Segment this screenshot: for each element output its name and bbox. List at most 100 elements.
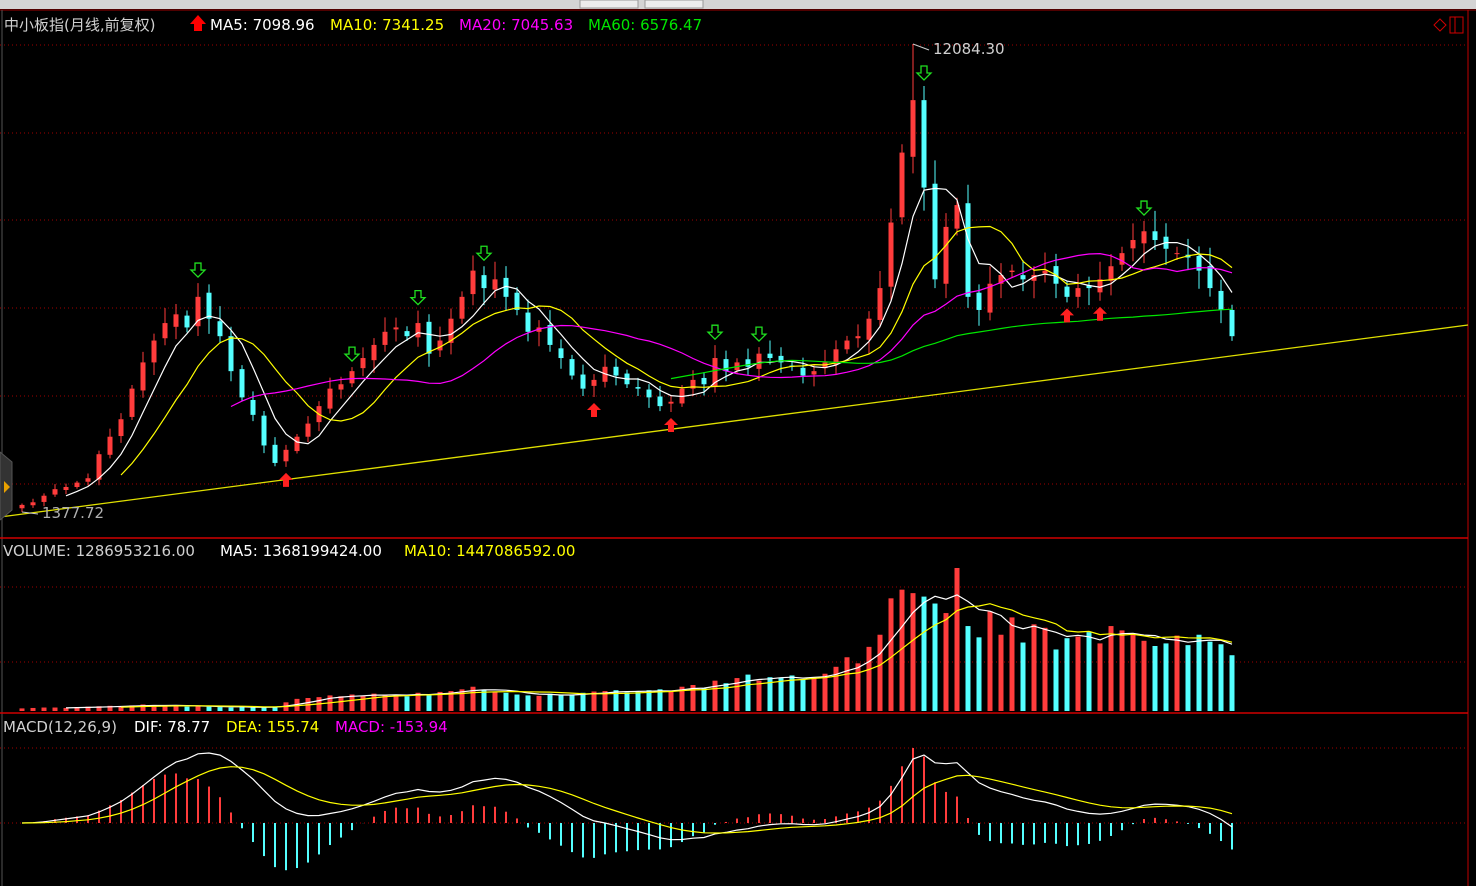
- volume-bar[interactable]: [844, 657, 850, 711]
- candle-up[interactable]: [195, 296, 201, 327]
- candle-up[interactable]: [162, 323, 168, 339]
- volume-bar[interactable]: [349, 694, 355, 711]
- candle-up[interactable]: [954, 205, 960, 229]
- volume-bar[interactable]: [118, 706, 124, 711]
- candle-up[interactable]: [844, 340, 850, 350]
- candle-up[interactable]: [866, 318, 872, 340]
- candle-up[interactable]: [888, 222, 894, 287]
- candle-down[interactable]: [525, 312, 531, 332]
- volume-bar[interactable]: [30, 707, 36, 711]
- candle-down[interactable]: [1196, 255, 1202, 271]
- volume-bar[interactable]: [514, 694, 520, 711]
- candle-down[interactable]: [976, 292, 982, 310]
- volume-bar[interactable]: [910, 593, 916, 711]
- candle-up[interactable]: [668, 401, 674, 404]
- candle-up[interactable]: [910, 100, 916, 157]
- candle-down[interactable]: [580, 374, 586, 389]
- candle-down[interactable]: [701, 377, 707, 385]
- candle-up[interactable]: [877, 288, 883, 320]
- volume-bar[interactable]: [602, 691, 608, 711]
- volume-bar[interactable]: [1152, 646, 1158, 711]
- volume-bar[interactable]: [415, 692, 421, 711]
- volume-bar[interactable]: [1119, 630, 1125, 711]
- candle-down[interactable]: [1086, 285, 1092, 289]
- candle-up[interactable]: [173, 314, 179, 327]
- volume-bar[interactable]: [998, 634, 1004, 711]
- volume-bar[interactable]: [1108, 626, 1114, 711]
- candle-up[interactable]: [118, 419, 124, 437]
- candle-down[interactable]: [646, 389, 652, 398]
- candle-up[interactable]: [107, 436, 113, 455]
- volume-bar[interactable]: [525, 695, 531, 711]
- volume-bar[interactable]: [569, 694, 575, 711]
- volume-bar[interactable]: [85, 706, 91, 711]
- candle-down[interactable]: [206, 292, 212, 319]
- volume-bar[interactable]: [1196, 634, 1202, 711]
- volume-bar[interactable]: [173, 706, 179, 711]
- volume-bar[interactable]: [1174, 635, 1180, 711]
- volume-bar[interactable]: [1097, 643, 1103, 711]
- candle-up[interactable]: [283, 449, 289, 462]
- volume-bar[interactable]: [162, 705, 168, 711]
- candle-up[interactable]: [1141, 231, 1147, 244]
- volume-bar[interactable]: [646, 690, 652, 711]
- candle-up[interactable]: [129, 388, 135, 417]
- volume-bar[interactable]: [448, 691, 454, 711]
- candle-down[interactable]: [558, 348, 564, 359]
- candle-down[interactable]: [1207, 266, 1213, 289]
- volume-bar[interactable]: [558, 695, 564, 711]
- volume-bar[interactable]: [360, 695, 366, 711]
- volume-bar[interactable]: [866, 646, 872, 711]
- volume-bar[interactable]: [1163, 643, 1169, 711]
- volume-bar[interactable]: [679, 686, 685, 711]
- volume-bar[interactable]: [382, 695, 388, 711]
- candle-up[interactable]: [305, 423, 311, 437]
- volume-bar[interactable]: [954, 568, 960, 711]
- candle-down[interactable]: [514, 292, 520, 310]
- volume-bar[interactable]: [987, 611, 993, 711]
- volume-bar[interactable]: [1075, 636, 1081, 711]
- candle-up[interactable]: [943, 226, 949, 284]
- volume-bar[interactable]: [492, 691, 498, 711]
- volume-bar[interactable]: [855, 663, 861, 711]
- volume-bar[interactable]: [195, 705, 201, 711]
- candle-down[interactable]: [1020, 275, 1026, 280]
- candle-up[interactable]: [382, 331, 388, 345]
- volume-bar[interactable]: [481, 690, 487, 711]
- volume-bar[interactable]: [833, 666, 839, 711]
- candle-up[interactable]: [855, 336, 861, 339]
- candle-up[interactable]: [712, 358, 718, 388]
- candle-down[interactable]: [932, 183, 938, 280]
- candle-up[interactable]: [833, 349, 839, 365]
- candle-up[interactable]: [338, 384, 344, 390]
- candle-up[interactable]: [448, 318, 454, 343]
- volume-bar[interactable]: [789, 675, 795, 711]
- volume-bar[interactable]: [228, 707, 234, 711]
- panel-toggle-icon[interactable]: [1449, 16, 1464, 34]
- volume-bar[interactable]: [976, 637, 982, 711]
- volume-bar[interactable]: [239, 707, 245, 711]
- volume-bar[interactable]: [1053, 649, 1059, 711]
- volume-bar[interactable]: [712, 680, 718, 711]
- volume-bar[interactable]: [1020, 642, 1026, 711]
- volume-bar[interactable]: [140, 704, 146, 712]
- volume-bar[interactable]: [701, 688, 707, 711]
- candle-up[interactable]: [459, 296, 465, 319]
- candle-down[interactable]: [272, 444, 278, 463]
- volume-bar[interactable]: [437, 691, 443, 711]
- volume-bar[interactable]: [426, 694, 432, 711]
- volume-bar[interactable]: [404, 696, 410, 711]
- candle-up[interactable]: [1108, 266, 1114, 281]
- volume-bar[interactable]: [591, 691, 597, 712]
- candle-up[interactable]: [52, 489, 58, 495]
- candle-up[interactable]: [1009, 270, 1015, 273]
- left-scroll-handle[interactable]: [0, 451, 13, 521]
- volume-bar[interactable]: [723, 683, 729, 711]
- volume-bar[interactable]: [470, 686, 476, 711]
- candle-down[interactable]: [569, 359, 575, 376]
- volume-bar[interactable]: [129, 705, 135, 711]
- candle-up[interactable]: [899, 152, 905, 218]
- candle-down[interactable]: [778, 355, 784, 363]
- candle-up[interactable]: [63, 486, 69, 491]
- volume-bar[interactable]: [888, 598, 894, 711]
